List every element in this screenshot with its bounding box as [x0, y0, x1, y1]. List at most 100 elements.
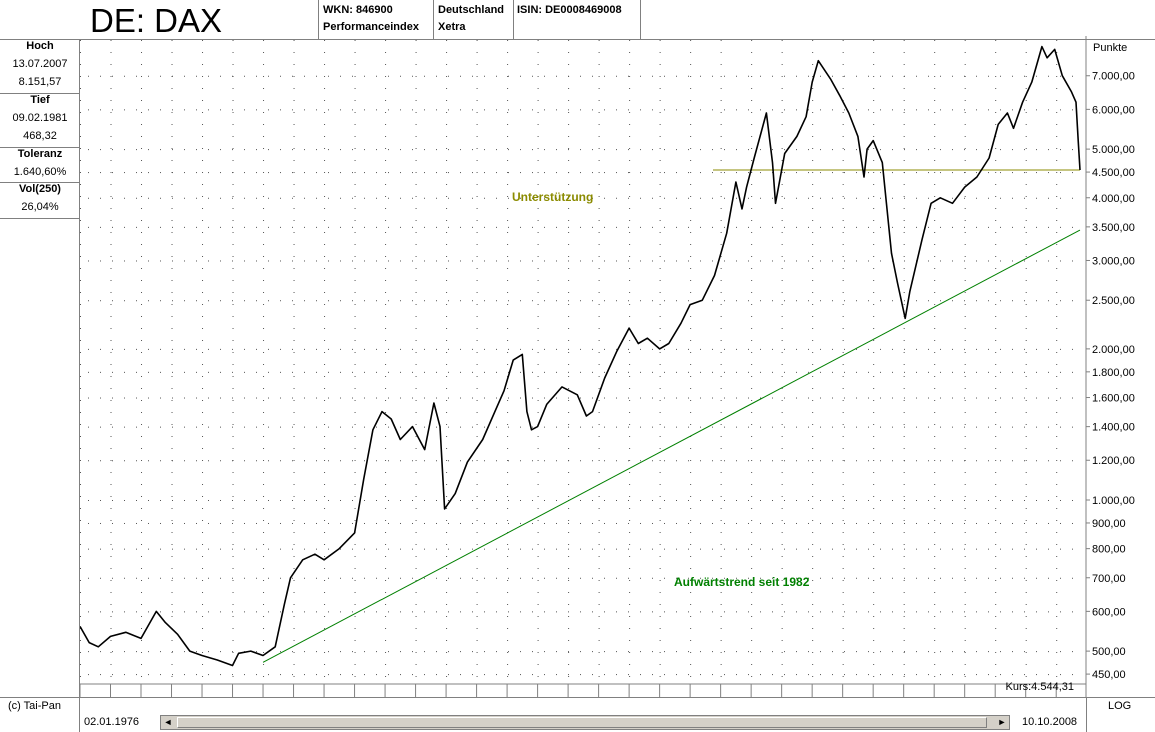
- scroll-left-button[interactable]: ◄: [161, 716, 175, 729]
- grid-dot: [724, 522, 725, 524]
- grid-dot: [88, 371, 89, 373]
- grid-dot: [232, 448, 234, 449]
- grid-dot: [820, 172, 821, 174]
- scroll-right-button[interactable]: ►: [995, 716, 1009, 729]
- grid-dot: [903, 112, 905, 113]
- price-chart[interactable]: Punkte 450,00500,00600,00700,00800,00900…: [80, 36, 1155, 697]
- grid-dot: [385, 292, 387, 293]
- grid-dot: [604, 397, 605, 399]
- grid-dot: [796, 197, 797, 199]
- grid-dot: [448, 371, 449, 373]
- grid-dot: [812, 88, 814, 89]
- grid-dot: [385, 412, 387, 413]
- grid-dot: [1056, 184, 1058, 185]
- grid-dot: [1048, 348, 1049, 350]
- grid-dot: [263, 460, 265, 461]
- grid-dot: [751, 556, 753, 557]
- grid-dot: [100, 522, 101, 524]
- scroll-thumb[interactable]: [177, 717, 987, 728]
- grid-dot: [328, 149, 329, 151]
- grid-dot: [354, 580, 356, 581]
- grid-dot: [537, 400, 539, 401]
- grid-dot: [328, 197, 329, 199]
- grid-dot: [293, 100, 295, 101]
- grid-dot: [202, 544, 204, 545]
- grid-dot: [263, 496, 265, 497]
- grid-dot: [385, 652, 387, 653]
- grid-dot: [171, 172, 173, 173]
- grid-dot: [720, 568, 722, 569]
- grid-dot: [244, 300, 245, 302]
- grid-dot: [568, 340, 570, 341]
- grid-dot: [1056, 136, 1058, 137]
- grid-dot: [385, 580, 387, 581]
- grid-dot: [1025, 160, 1027, 161]
- grid-dot: [724, 172, 725, 174]
- grid-dot: [537, 52, 539, 53]
- grid-dot: [110, 400, 112, 401]
- grid-dot: [171, 52, 173, 53]
- grid-dot: [80, 484, 81, 485]
- grid-dot: [136, 226, 137, 228]
- grid-dot: [688, 397, 689, 399]
- grid-dot: [995, 616, 997, 617]
- grid-dot: [556, 300, 557, 302]
- grid-dot: [376, 577, 377, 579]
- grid-dot: [903, 580, 905, 581]
- grid-dot: [385, 640, 387, 641]
- grid-dot: [110, 40, 112, 41]
- grid-dot: [832, 75, 833, 77]
- grid-dot: [1056, 364, 1058, 365]
- grid-dot: [1060, 397, 1061, 399]
- grid-dot: [484, 300, 485, 302]
- grid-dot: [652, 172, 653, 174]
- grid-dot: [520, 674, 521, 676]
- grid-dot: [690, 604, 692, 605]
- grid-dot: [1056, 100, 1058, 101]
- grid-dot: [580, 548, 581, 550]
- grid-dot: [1056, 508, 1058, 509]
- grid-dot: [808, 651, 809, 653]
- grid-dot: [202, 208, 204, 209]
- grid-dot: [415, 496, 417, 497]
- grid-dot: [720, 460, 722, 461]
- grid-dot: [934, 340, 936, 341]
- grid-dot: [842, 364, 844, 365]
- grid-dot: [952, 109, 953, 111]
- grid-dot: [88, 499, 89, 501]
- grid-dot: [537, 436, 539, 437]
- grid-dot: [820, 674, 821, 676]
- sidebar-border: [79, 39, 80, 697]
- grid-dot: [232, 256, 234, 257]
- grid-dot: [340, 577, 341, 579]
- grid-dot: [354, 292, 356, 293]
- grid-dot: [873, 412, 875, 413]
- grid-dot: [448, 197, 449, 199]
- grid-dot: [476, 40, 478, 41]
- grid-dot: [964, 196, 966, 197]
- grid-dot: [751, 448, 753, 449]
- footer-border: [0, 697, 1155, 698]
- grid-dot: [141, 388, 143, 389]
- grid-dot: [293, 316, 295, 317]
- grid-dot: [676, 651, 677, 653]
- grid-dot: [160, 348, 161, 350]
- grid-dot: [520, 548, 521, 550]
- grid-dot: [873, 640, 875, 641]
- grid-dot: [832, 172, 833, 174]
- grid-dot: [354, 148, 356, 149]
- grid-dot: [952, 300, 953, 302]
- grid-dot: [952, 348, 953, 350]
- grid-dot: [1025, 388, 1027, 389]
- grid-dot: [712, 611, 713, 613]
- grid-dot: [100, 75, 101, 77]
- grid-dot: [388, 75, 389, 77]
- grid-dot: [629, 40, 631, 41]
- grid-dot: [568, 88, 570, 89]
- time-scrollbar[interactable]: ◄ ►: [160, 715, 1010, 730]
- scale-mode-button[interactable]: LOG: [1108, 700, 1132, 712]
- grid-dot: [934, 268, 936, 269]
- grid-dot: [720, 388, 722, 389]
- grid-dot: [324, 484, 326, 485]
- grid-dot: [507, 676, 509, 677]
